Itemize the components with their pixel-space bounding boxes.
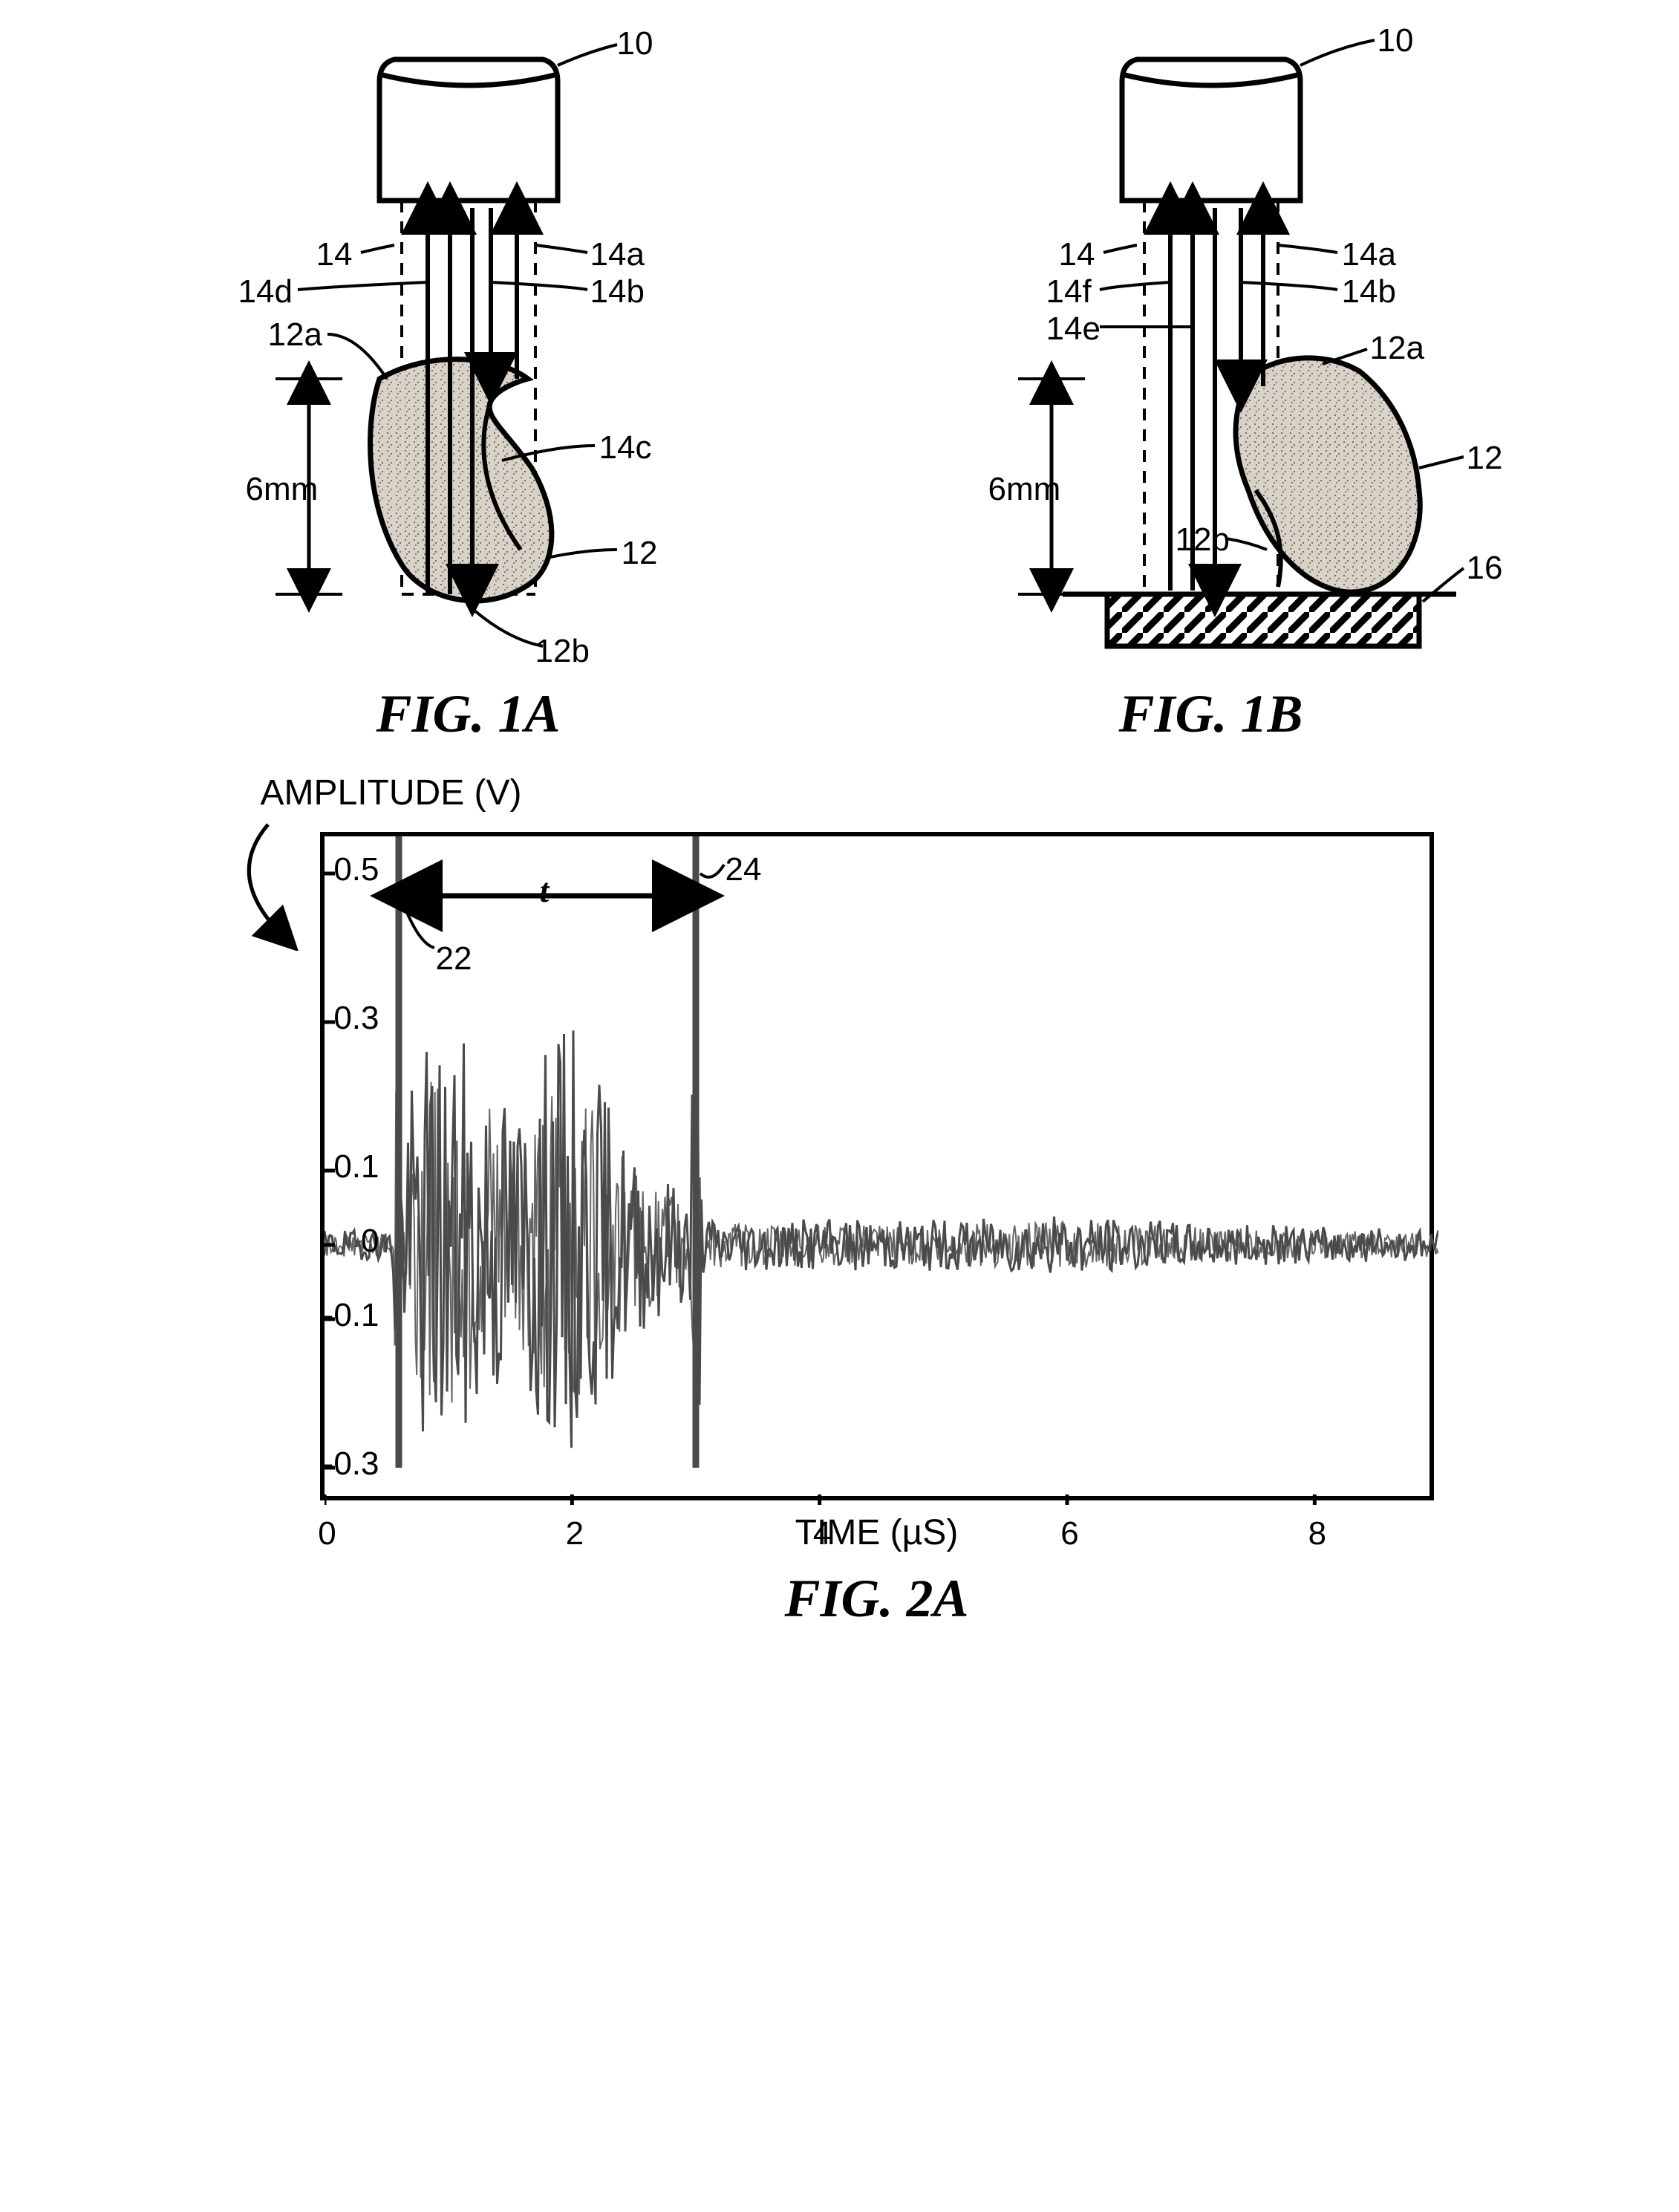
label-14b: 14b [590, 273, 645, 310]
fig-1b-caption: FIG. 1B [914, 683, 1508, 745]
y-tick: -0.1 [313, 1297, 379, 1334]
dim-6mm: 6mm [988, 471, 1061, 508]
chart-plot-area: t 22 24 [320, 832, 1434, 1500]
label-14a: 14a [1342, 236, 1396, 273]
label-14d: 14d [238, 273, 293, 310]
label-12: 12 [622, 535, 658, 572]
waveform-svg [325, 836, 1438, 1505]
label-12a: 12a [1370, 330, 1424, 367]
label-14: 14 [316, 236, 353, 273]
fig-2a-caption: FIG. 2A [320, 1568, 1434, 1630]
label-16: 16 [1467, 550, 1503, 587]
label-14e: 14e [1046, 310, 1101, 348]
figure-2a: AMPLITUDE (V) t [172, 832, 1508, 1630]
x-axis-label: TIME (µS) [320, 1512, 1434, 1553]
patent-figure-page: 10 14 14a 14b 14d 12a 14c 12 12b 6mm FIG… [30, 30, 1649, 1630]
y-tick: 0.1 [313, 1148, 379, 1185]
y-tick: 0.3 [313, 1000, 379, 1037]
label-14b: 14b [1342, 273, 1396, 310]
y-axis-arrow-arc [216, 817, 327, 951]
label-10: 10 [617, 25, 653, 62]
label-10: 10 [1378, 22, 1414, 59]
label-12a: 12a [268, 316, 322, 354]
label-12b: 12b [535, 633, 590, 670]
t-span-label: t [540, 871, 550, 910]
x-tick: 4 [803, 1515, 841, 1552]
callout-24: 24 [726, 851, 762, 888]
x-tick: 0 [309, 1515, 346, 1552]
figure-1-row: 10 14 14a 14b 14d 12a 14c 12 12b 6mm FIG… [30, 30, 1649, 772]
x-tick: 2 [556, 1515, 593, 1552]
label-14c: 14c [599, 429, 652, 466]
y-axis-label: AMPLITUDE (V) [261, 772, 522, 813]
fig-1a-caption: FIG. 1A [172, 683, 766, 745]
x-tick: 8 [1299, 1515, 1336, 1552]
label-14: 14 [1059, 236, 1095, 273]
x-tick: 6 [1052, 1515, 1089, 1552]
y-tick: 0.5 [313, 851, 379, 888]
y-tick: -0.3 [313, 1445, 379, 1483]
dim-6mm: 6mm [246, 471, 319, 508]
label-14a: 14a [590, 236, 645, 273]
label-14f: 14f [1046, 273, 1092, 310]
figure-1a: 10 14 14a 14b 14d 12a 14c 12 12b 6mm FIG… [172, 30, 766, 772]
figure-1a-svg [172, 30, 766, 669]
y-tick: 0 [313, 1223, 379, 1260]
label-12b: 12b [1176, 521, 1230, 559]
callout-22: 22 [436, 940, 472, 977]
figure-1b: 10 14 14a 14b 14f 14e 12a 12 12b 16 6mm … [914, 30, 1508, 772]
label-12: 12 [1467, 440, 1503, 477]
